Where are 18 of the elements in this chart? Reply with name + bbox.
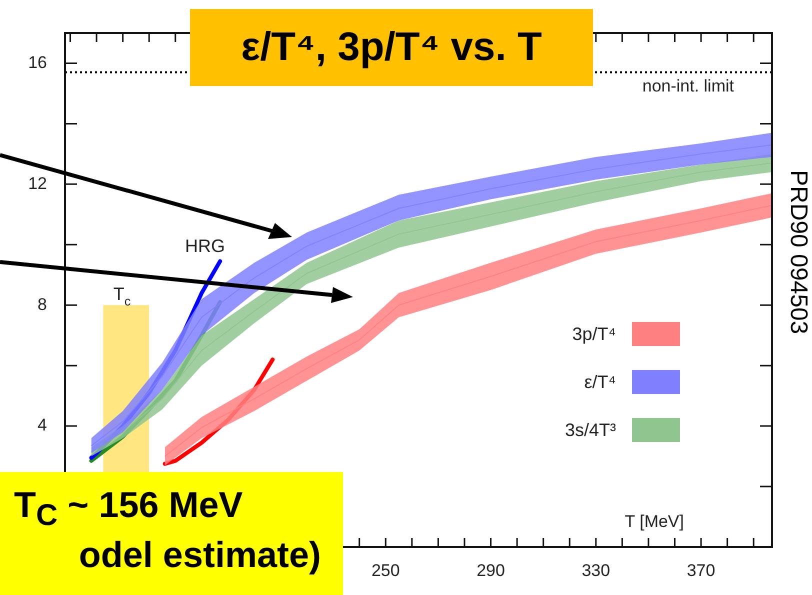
y-tick-label: 16 xyxy=(28,52,47,72)
legend-label: ε/T⁴ xyxy=(584,372,616,392)
y-tick-label: 12 xyxy=(28,174,47,193)
annotation: odel estimate) xyxy=(78,533,321,577)
text: PRD90 094503 xyxy=(784,170,812,334)
x-tick-label: 370 xyxy=(686,560,716,580)
y-tick-label: 4 xyxy=(38,416,47,435)
x-tick-label: 330 xyxy=(582,560,610,580)
annotation: T$_{C}$ ~ 156 MeV xyxy=(14,484,243,532)
x-axis-title: T [MeV] xyxy=(624,512,684,531)
y-tick-label: 8 xyxy=(38,294,47,314)
annotation: HRG xyxy=(185,236,225,256)
x-tick-label: 250 xyxy=(371,560,400,580)
ref-line-label: non-int. limit xyxy=(642,76,734,96)
chart-title: ε/T⁴, 3p/T⁴ vs. T xyxy=(190,9,593,86)
legend-label: 3s/4T³ xyxy=(564,420,616,440)
x-tick-label: 290 xyxy=(476,560,505,580)
legend-label: 3p/T⁴ xyxy=(572,324,616,344)
